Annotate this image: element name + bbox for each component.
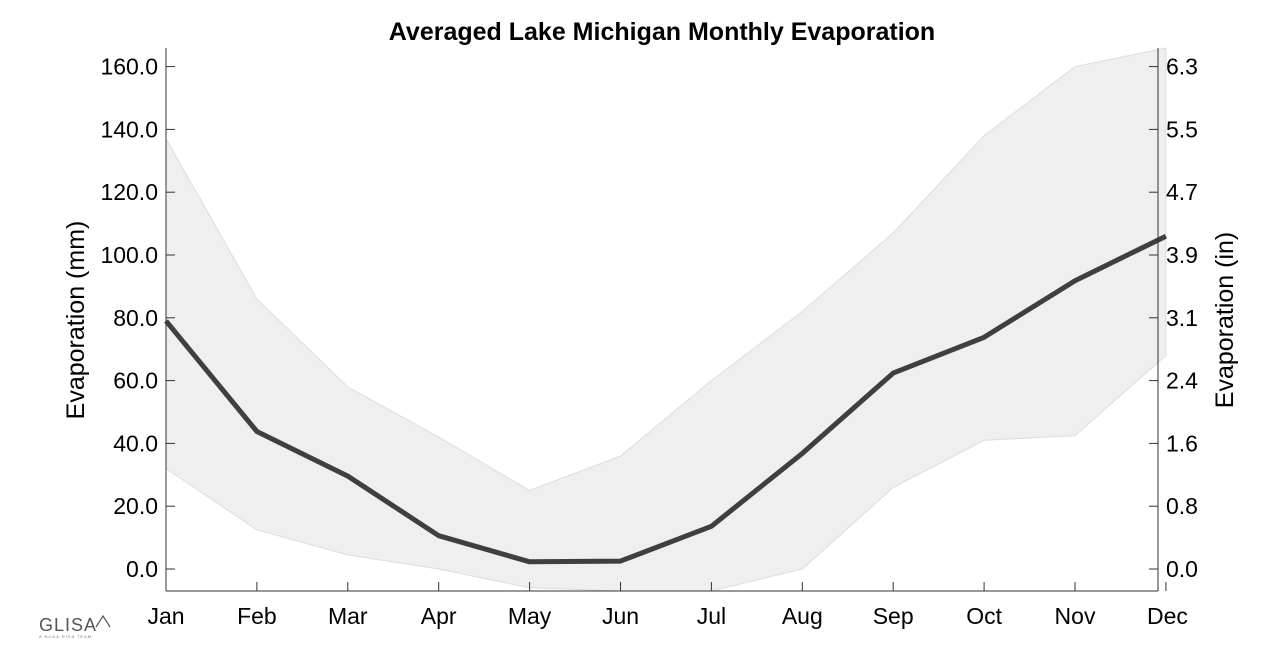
- x-tick-label: Aug: [782, 603, 823, 629]
- left-tick-label: 0.0: [126, 556, 158, 582]
- x-tick-label: Jun: [602, 603, 639, 629]
- right-ticks: 0.0 0.8 1.6 2.4 3.1 3.9 4.7 5.5 6.3: [1149, 54, 1198, 582]
- right-tick-label: 0.8: [1166, 493, 1198, 519]
- y-axis-label-right: Evaporation (in): [1211, 232, 1239, 408]
- x-tick-label: Dec: [1147, 603, 1188, 629]
- left-tick-label: 40.0: [113, 430, 158, 456]
- left-tick-label: 60.0: [113, 368, 158, 394]
- right-tick-label: 3.1: [1166, 305, 1198, 331]
- x-tick-label: Jan: [147, 603, 184, 629]
- glisa-logo: GLISA A NOAA RISA TEAM: [39, 614, 111, 639]
- left-tick-label: 120.0: [100, 179, 158, 205]
- x-tick-label: Mar: [328, 603, 368, 629]
- x-tick-label: Oct: [966, 603, 1002, 629]
- x-ticks: Jan Feb Mar Apr May Jun Jul Aug Sep Oct Nov Dec: [147, 582, 1188, 629]
- left-tick-label: 160.0: [100, 54, 158, 80]
- axes: [165, 48, 1159, 592]
- left-tick-label: 100.0: [100, 242, 158, 268]
- range-band: [165, 47, 1167, 592]
- left-ticks: 0.0 20.0 40.0 60.0 80.0 100.0 120.0 140.0 160.0: [100, 54, 175, 582]
- right-tick-label: 1.6: [1166, 430, 1198, 456]
- left-tick-label: 20.0: [113, 493, 158, 519]
- x-tick-label: Apr: [421, 603, 457, 629]
- left-tick-label: 140.0: [100, 116, 158, 142]
- x-tick-label: Feb: [237, 603, 277, 629]
- logo-mark-icon: [95, 614, 111, 628]
- right-tick-label: 2.4: [1166, 368, 1198, 394]
- right-tick-label: 0.0: [1166, 556, 1198, 582]
- right-tick-label: 3.9: [1166, 242, 1198, 268]
- x-tick-label: Nov: [1055, 603, 1096, 629]
- y-axis-label-left: Evaporation (mm): [62, 221, 90, 420]
- right-tick-label: 4.7: [1166, 179, 1198, 205]
- chart-title: Averaged Lake Michigan Monthly Evaporati…: [389, 18, 935, 46]
- x-tick-label: Sep: [873, 603, 914, 629]
- series-line: [164, 233, 1167, 565]
- plot-area: [164, 47, 1167, 592]
- x-tick-label: Jul: [697, 603, 726, 629]
- right-tick-label: 5.5: [1166, 116, 1198, 142]
- x-tick-label: May: [508, 603, 552, 629]
- right-tick-label: 6.3: [1166, 54, 1198, 80]
- left-tick-label: 80.0: [113, 305, 158, 331]
- logo-subtext: A NOAA RISA TEAM: [39, 634, 92, 639]
- logo-text: GLISA: [39, 615, 97, 635]
